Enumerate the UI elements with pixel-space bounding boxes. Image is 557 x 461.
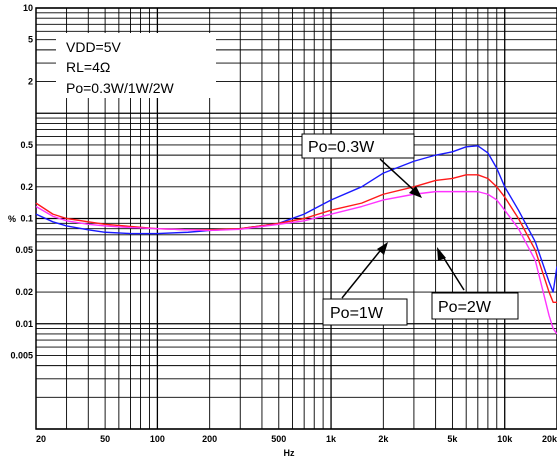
- arrow-line-1w: [341, 245, 385, 299]
- annotation-box-1w: [322, 298, 408, 326]
- arrow-head-0-3w: [409, 186, 422, 198]
- y-tick-label: 0.5: [20, 140, 33, 150]
- y-tick-label: 0.02: [15, 287, 33, 297]
- x-tick-label: 2k: [378, 434, 389, 444]
- y-tick-label: 0.2: [20, 182, 33, 192]
- arrow-head-1w: [377, 242, 388, 255]
- x-tick-label: 100: [150, 434, 165, 444]
- y-axis-label: %: [8, 214, 16, 224]
- y-tick-label: 5: [28, 35, 33, 45]
- curves: [35, 145, 557, 335]
- x-tick-label: 5k: [447, 434, 458, 444]
- x-tick-label: 50: [100, 434, 110, 444]
- series-line-0: [35, 145, 557, 293]
- arrow-line-0-3w: [379, 158, 419, 195]
- x-axis-label: Hz: [284, 448, 295, 458]
- annotation-po-2w: Po=2W: [438, 299, 492, 316]
- y-tick-label: 10: [23, 3, 33, 13]
- x-tick-label: 20k: [542, 434, 557, 444]
- x-tick-label: 10k: [497, 434, 513, 444]
- y-tick-labels: 10 5 2 0.5 0.2 0.1 0.05 0.02 0.01 0.005: [10, 3, 33, 360]
- annotation-box-0-3w: [301, 133, 415, 159]
- x-tick-label: 20: [36, 434, 46, 444]
- conditions-box: [56, 33, 216, 98]
- y-tick-label: 0.01: [15, 319, 33, 329]
- annotation-box-2w: [431, 292, 519, 320]
- x-tick-label: 200: [202, 434, 217, 444]
- x-tick-label: 1k: [326, 434, 337, 444]
- series-line-2: [35, 190, 557, 335]
- annotation-po-0-3w: Po=0.3W: [308, 139, 375, 156]
- condition-vdd: VDD=5V: [66, 39, 122, 55]
- x-tick-label: 500: [271, 434, 286, 444]
- series-line-1: [35, 174, 557, 303]
- plot-frame: [35, 7, 557, 430]
- x-tick-labels: 20 50 100 200 500 1k 2k 5k 10k 20k: [36, 434, 557, 444]
- condition-rl: RL=4Ω: [66, 59, 110, 75]
- arrow-head-2w: [437, 247, 446, 261]
- y-tick-label: 0.05: [15, 245, 33, 255]
- y-tick-label: 2: [28, 77, 33, 87]
- y-tick-label: 0.005: [10, 350, 33, 360]
- annotation-po-1w: Po=1W: [330, 305, 384, 322]
- condition-po: Po=0.3W/1W/2W: [66, 80, 175, 96]
- y-tick-label: 0.1: [20, 214, 33, 224]
